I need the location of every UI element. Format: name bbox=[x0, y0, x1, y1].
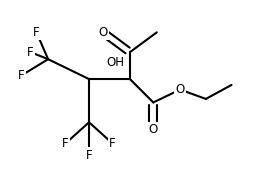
Text: O: O bbox=[98, 26, 108, 39]
Text: F: F bbox=[33, 26, 40, 39]
Text: F: F bbox=[86, 148, 92, 161]
Text: F: F bbox=[109, 137, 116, 150]
Text: O: O bbox=[176, 83, 185, 96]
Text: O: O bbox=[149, 123, 158, 136]
Text: F: F bbox=[18, 69, 25, 82]
Text: OH: OH bbox=[106, 56, 124, 69]
Text: F: F bbox=[62, 137, 69, 150]
Text: F: F bbox=[27, 46, 34, 59]
